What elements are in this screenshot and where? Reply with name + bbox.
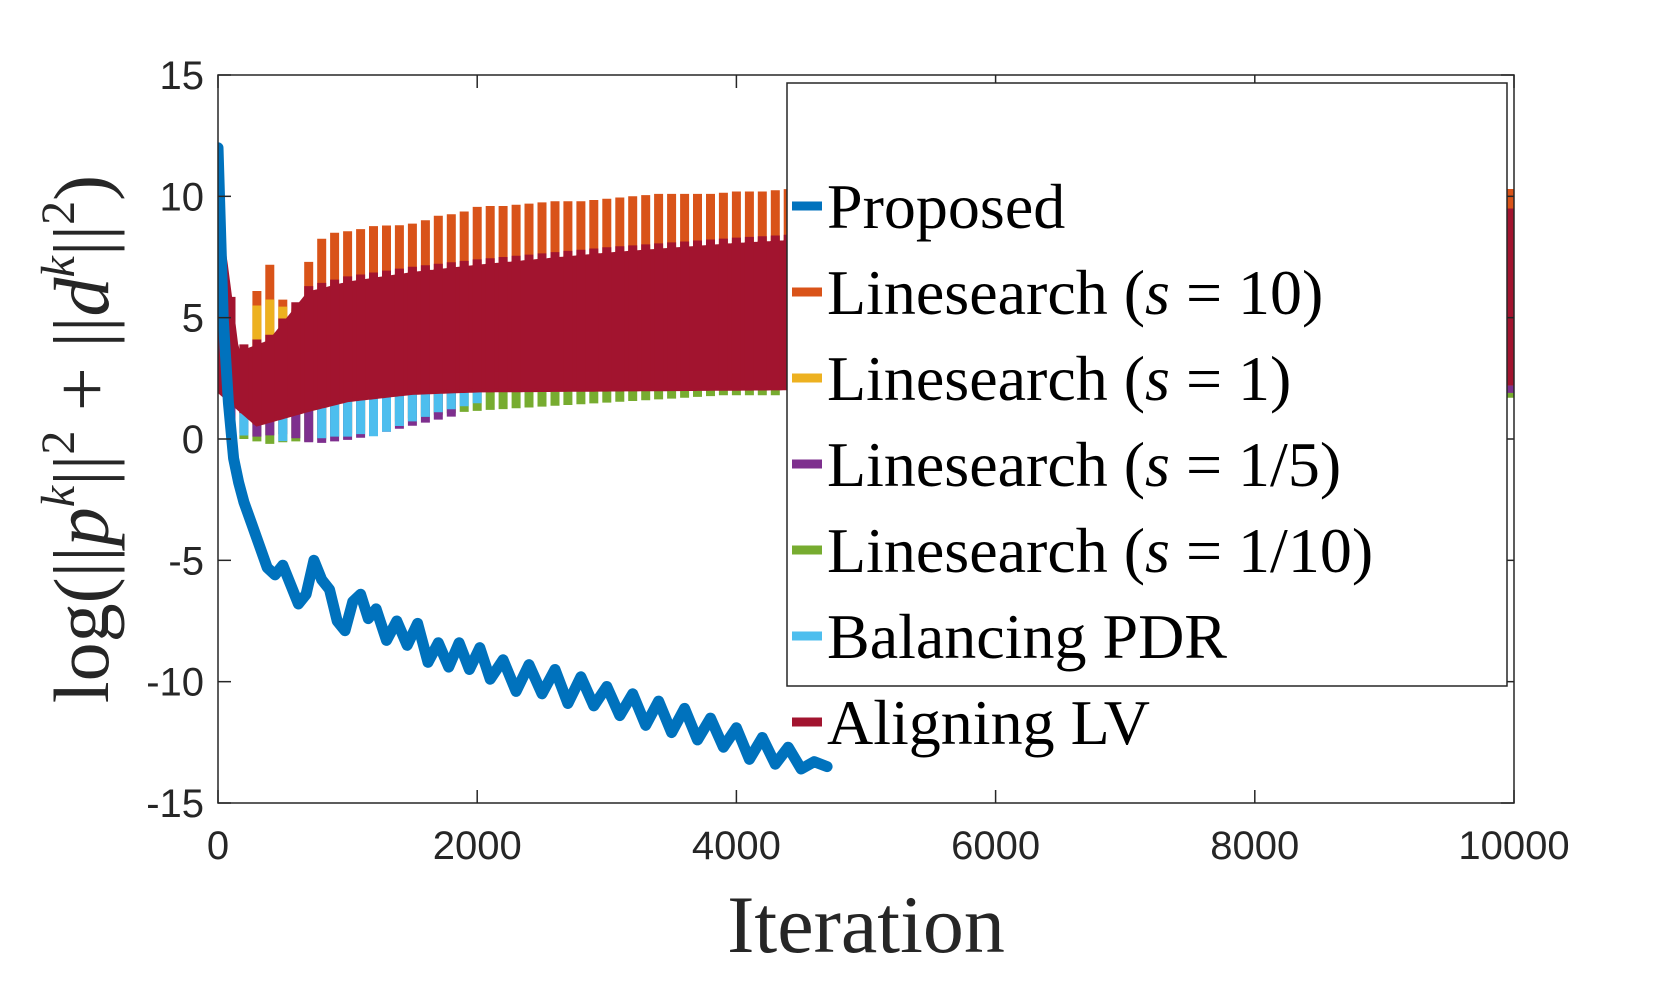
plot-area — [218, 142, 1514, 775]
legend-label: Linesearch (s = 1/10) — [827, 515, 1373, 586]
y-tick-label: 5 — [182, 297, 204, 341]
x-tick-label: 4000 — [692, 824, 781, 868]
series-spikes — [218, 206, 832, 425]
x-tick-label: 0 — [207, 824, 229, 868]
series-line — [218, 142, 833, 775]
y-tick-label: 0 — [182, 418, 204, 462]
y-axis-label: log(||pk||2 + ||dk||2) — [32, 175, 125, 703]
legend-label: Linesearch (s = 10) — [827, 257, 1323, 328]
x-tick-label: 10000 — [1458, 824, 1569, 868]
y-tick-label: -5 — [168, 539, 204, 583]
legend-label: Proposed — [827, 171, 1065, 242]
x-tick-label: 2000 — [433, 824, 522, 868]
y-tick-label: -10 — [146, 661, 204, 705]
axis-ticks: 0 2000 4000 6000 8000 10000 15 10 5 0 -5 -10 -15 — [146, 54, 1569, 868]
series-proposed — [218, 142, 833, 775]
x-tick-label: 8000 — [1210, 824, 1299, 868]
y-tick-label: -15 — [146, 782, 204, 826]
legend: Proposed Linesearch (s = 10) Linesearch (s… — [786, 82, 1508, 758]
y-tick-label: 15 — [160, 54, 205, 98]
x-tick-label: 6000 — [951, 824, 1040, 868]
legend-label: Aligning LV — [827, 687, 1150, 758]
x-axis-label: Iteration — [727, 879, 1005, 970]
y-tick-label: 10 — [160, 175, 205, 219]
legend-label: Linesearch (s = 1) — [827, 343, 1291, 414]
legend-label: Balancing PDR — [827, 601, 1227, 672]
legend-label: Linesearch (s = 1/5) — [827, 429, 1341, 500]
legend-box — [786, 82, 1508, 687]
